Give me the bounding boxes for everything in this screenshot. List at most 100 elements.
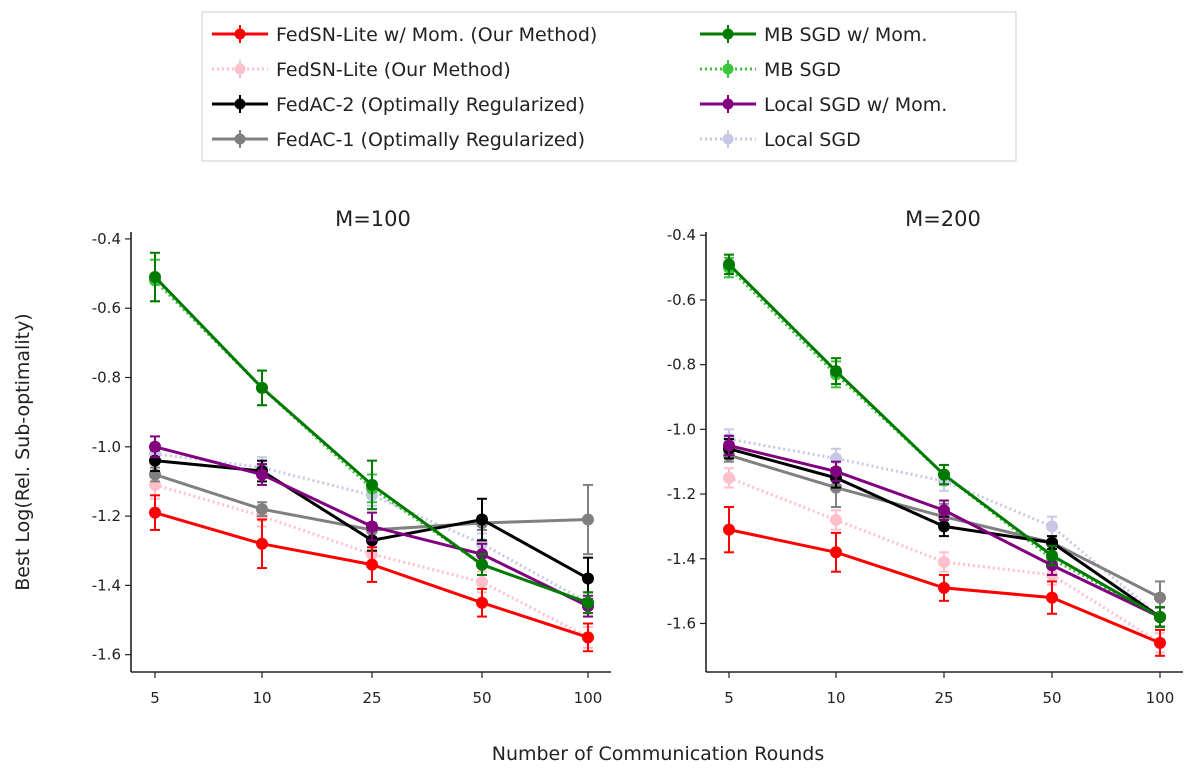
x-tick-label: 50	[472, 689, 491, 707]
data-point	[723, 523, 735, 536]
legend-label: MB SGD w/ Mom.	[764, 24, 927, 46]
x-tick-label: 10	[826, 689, 845, 707]
legend-label: MB SGD	[764, 59, 841, 81]
legend-marker	[234, 28, 246, 40]
series-mbsgd_mom	[149, 251, 594, 615]
panel-m200: M=200 -1.6 -1.4 -1.2 -1.0 -0.8 -0.6 -0.4 5 10 25 5…	[667, 207, 1183, 707]
legend-entry-fedac1: FedAC-1 (Optimally Regularized)	[212, 129, 585, 151]
data-point	[366, 478, 378, 491]
data-point	[149, 271, 161, 284]
data-point	[1154, 591, 1166, 604]
y-tick-label: -0.8	[667, 356, 696, 374]
data-point	[256, 468, 268, 481]
series-fedsn	[723, 467, 1166, 654]
y-tick-label: -1.2	[92, 507, 121, 525]
data-point	[476, 558, 488, 571]
legend-label: Local SGD	[764, 129, 861, 151]
data-point	[366, 558, 378, 571]
x-tick-label: 100	[574, 689, 603, 707]
y-tick-label: -1.0	[92, 438, 121, 456]
data-point	[938, 520, 950, 533]
data-point	[938, 504, 950, 517]
data-point	[366, 520, 378, 533]
legend-entry-mbsgd_mom: MB SGD w/ Mom.	[700, 24, 927, 46]
data-point	[582, 596, 594, 609]
x-tick-label: 25	[934, 689, 953, 707]
legend-entry-fedsn: FedSN-Lite (Our Method)	[212, 59, 511, 81]
series-line	[154, 483, 589, 639]
y-tick-label: -0.4	[92, 230, 121, 248]
legend-label: FedSN-Lite w/ Mom. (Our Method)	[276, 24, 597, 46]
legend-marker	[234, 133, 246, 145]
y-tick-label: -1.0	[667, 420, 696, 438]
y-axis-label: Best Log(Rel. Sub-optimality)	[12, 313, 34, 590]
legend-marker	[722, 28, 734, 40]
y-tick-label: -0.6	[667, 291, 696, 309]
data-point	[149, 440, 161, 453]
x-tick-label: 50	[1042, 689, 1061, 707]
series-fedsn_mom	[723, 506, 1166, 657]
data-point	[1046, 549, 1058, 562]
data-point	[582, 631, 594, 644]
y-tick-label: -1.6	[667, 614, 696, 632]
panel-title: M=200	[905, 207, 981, 231]
legend-marker	[234, 98, 246, 110]
legend-label: Local SGD w/ Mom.	[764, 94, 947, 116]
x-tick-label: 25	[362, 689, 381, 707]
y-tick-label: -0.6	[92, 299, 121, 317]
legend-entry-fedac2: FedAC-2 (Optimally Regularized)	[212, 94, 585, 116]
data-point	[723, 471, 735, 484]
data-point	[830, 546, 842, 559]
data-point	[723, 439, 735, 452]
legend-marker	[722, 63, 734, 75]
legend-entry-local_mom: Local SGD w/ Mom.	[700, 94, 947, 116]
data-point	[1154, 636, 1166, 649]
series-line	[727, 266, 1161, 619]
legend-marker	[722, 98, 734, 110]
panel-m100: M=100 -1.6 -1.4 -1.2 -1.0 -0.8 -0.6 -0.4 5 10 25 5…	[92, 207, 611, 707]
data-point	[149, 506, 161, 519]
data-point	[938, 556, 950, 568]
x-tick-label: 10	[252, 689, 271, 707]
data-point	[256, 381, 268, 394]
data-point	[723, 258, 735, 271]
data-point	[1154, 611, 1166, 623]
legend-label: FedAC-1 (Optimally Regularized)	[276, 129, 585, 151]
data-point	[938, 468, 950, 481]
panel-title: M=100	[335, 207, 411, 231]
data-point	[256, 537, 268, 550]
data-point	[830, 465, 842, 478]
data-point	[830, 513, 842, 526]
y-tick-label: -0.4	[667, 226, 696, 244]
data-point	[256, 503, 268, 516]
legend-label: FedSN-Lite (Our Method)	[276, 59, 511, 81]
data-point	[1046, 520, 1058, 533]
legend-entry-fedsn_mom: FedSN-Lite w/ Mom. (Our Method)	[212, 24, 597, 46]
x-axis-label: Number of Communication Rounds	[492, 743, 825, 765]
data-point	[582, 513, 594, 526]
data-point	[476, 596, 488, 609]
data-point	[476, 575, 488, 588]
series-fedsn_mom	[149, 494, 594, 653]
data-point	[582, 572, 594, 585]
data-point	[1046, 591, 1058, 604]
legend-label: FedAC-2 (Optimally Regularized)	[276, 94, 585, 116]
y-tick-label: -1.6	[92, 646, 121, 664]
legend-marker	[234, 63, 246, 75]
legend-entry-mbsgd: MB SGD	[700, 59, 841, 81]
x-tick-label: 5	[724, 689, 734, 707]
legend: FedSN-Lite w/ Mom. (Our Method) FedSN-Lit…	[201, 11, 1017, 162]
data-point	[938, 581, 950, 594]
series-mbsgd_mom	[723, 253, 1166, 628]
y-tick-label: -1.2	[667, 485, 696, 503]
legend-frame	[201, 11, 1017, 162]
data-point	[476, 513, 488, 526]
y-tick-label: -0.8	[92, 369, 121, 387]
legend-entry-local: Local SGD	[700, 129, 861, 151]
data-point	[830, 365, 842, 378]
x-tick-label: 100	[1146, 689, 1175, 707]
y-tick-label: -1.4	[92, 576, 121, 594]
y-tick-label: -1.4	[667, 550, 696, 568]
x-tick-label: 5	[150, 689, 160, 707]
